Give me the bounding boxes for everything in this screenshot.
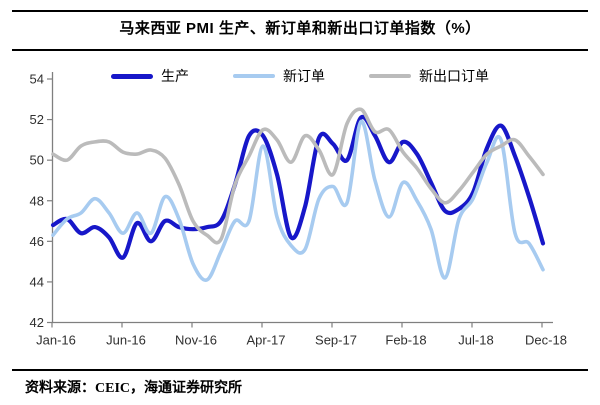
series-line-new-orders bbox=[51, 119, 545, 282]
x-axis-tick-label: Sep-17 bbox=[315, 333, 357, 348]
legend-item-new-orders: 新订单 bbox=[233, 66, 325, 86]
x-axis-tick-label: Apr-17 bbox=[246, 333, 285, 348]
series-line-production bbox=[50, 114, 546, 260]
chart-legend: 生产 新订单 新出口订单 bbox=[0, 66, 600, 86]
x-axis-tick-label: Jul-18 bbox=[458, 333, 493, 348]
legend-label-new-orders: 新订单 bbox=[283, 70, 325, 85]
y-axis-tick-label: 44 bbox=[30, 274, 44, 289]
y-axis-tick-label: 48 bbox=[30, 193, 44, 208]
legend-item-new-export-orders: 新出口订单 bbox=[369, 66, 489, 86]
legend-item-production: 生产 bbox=[111, 66, 189, 86]
y-axis-tick-label: 46 bbox=[30, 234, 44, 249]
y-axis-tick-label: 42 bbox=[30, 315, 44, 330]
x-axis-tick-label: Dec-18 bbox=[525, 333, 567, 348]
x-axis-tick-label: Feb-18 bbox=[385, 333, 426, 348]
title-underline-rule bbox=[12, 49, 588, 51]
legend-swatch-new-orders bbox=[233, 73, 275, 79]
legend-label-production: 生产 bbox=[161, 70, 189, 85]
y-axis-tick-label: 52 bbox=[30, 112, 44, 127]
legend-swatch-new-export-orders bbox=[369, 73, 411, 79]
footer-rule bbox=[12, 369, 588, 371]
source-note: 资料来源：CEIC，海通证券研究所 bbox=[25, 381, 243, 396]
x-axis-tick-label: Nov-16 bbox=[175, 333, 217, 348]
y-axis-tick-label: 54 bbox=[30, 72, 44, 87]
legend-label-new-export-orders: 新出口订单 bbox=[419, 70, 489, 85]
legend-swatch-production bbox=[111, 73, 153, 79]
chart-title: 马来西亚 PMI 生产、新订单和新出口订单指数（%） bbox=[119, 20, 481, 37]
series-line-new-export-orders bbox=[51, 107, 545, 245]
y-axis-tick-label: 50 bbox=[30, 153, 44, 168]
x-axis-tick-label: Jan-16 bbox=[36, 333, 76, 348]
x-axis-tick-label: Jun-16 bbox=[106, 333, 146, 348]
top-rule bbox=[12, 10, 588, 12]
